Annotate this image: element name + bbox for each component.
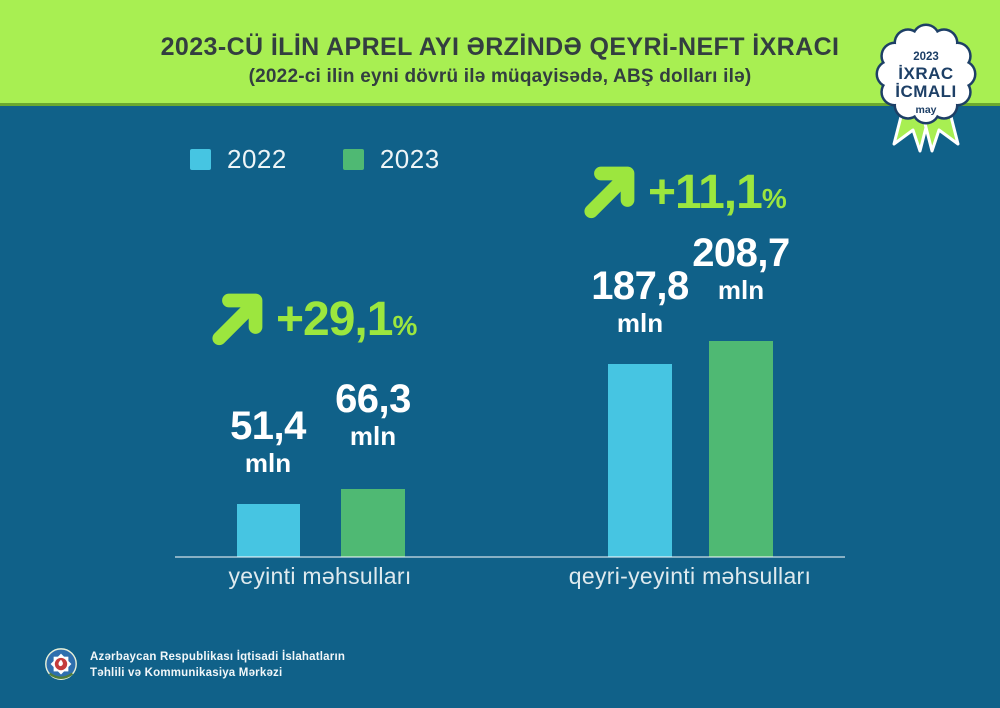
bar-food-2023 (341, 489, 405, 557)
bar-nonfood-2022 (608, 364, 672, 557)
up-right-arrow-icon (212, 293, 263, 346)
category-label-food: yeyinti məhsulları (228, 563, 412, 589)
value-label-nonfood-2023: 208,7 mln (676, 232, 806, 304)
legend-item-2022: 2022 (190, 144, 287, 175)
ixrac-icmali-badge: 2023 İXRAC İCMALI may (866, 12, 986, 164)
growth-value-nonfood: +11,1 (648, 165, 763, 219)
value-number: 208,7 (692, 231, 790, 275)
growth-text-food: +29,1% (276, 292, 417, 347)
organization-line2: Təhlili və Kommunikasiya Mərkəzi (90, 667, 283, 679)
percent-sign: % (392, 309, 418, 341)
growth-indicator-nonfood: +11,1% (580, 163, 787, 221)
legend-label-2022: 2022 (227, 144, 287, 174)
page-title: 2023-CÜ İLİN APREL AYI ƏRZİNDƏ QEYRİ-NEF… (160, 33, 840, 61)
legend-label-2023: 2023 (379, 144, 440, 174)
x-axis-line (175, 556, 845, 558)
rosette-badge-icon: 2023 İXRAC İCMALI may (875, 23, 977, 153)
value-number: 187,8 (591, 264, 689, 308)
azerbaijan-emblem-icon (45, 648, 77, 680)
page-subtitle: (2022-ci ilin eyni dövrü ilə müqayisədə,… (248, 66, 752, 87)
value-label-food-2023: 66,3 mln (308, 378, 438, 450)
badge-month: may (915, 104, 936, 116)
bar-nonfood-2023 (709, 341, 773, 557)
value-unit: mln (717, 275, 765, 305)
value-label-food-2022: 51,4 mln (203, 405, 333, 477)
legend-swatch-2023 (342, 149, 364, 170)
growth-indicator-food: +29,1% (208, 290, 417, 348)
organization-line1: Azərbaycan Respublikası İqtisadi İslahat… (90, 650, 346, 663)
organization-name: Azərbaycan Respublikası İqtisadi İslahat… (90, 649, 345, 681)
value-label-nonfood-2022: 187,8 mln (575, 265, 705, 337)
badge-line2: İCMALI (895, 82, 957, 101)
badge-line1: İXRAC (898, 64, 953, 83)
footer: Azərbaycan Respublikası İqtisadi İslahat… (42, 646, 345, 684)
growth-value-food: +29,1 (276, 292, 393, 346)
value-unit: mln (349, 421, 397, 451)
up-right-arrow-icon (584, 166, 635, 219)
value-unit: mln (244, 448, 292, 478)
growth-text-nonfood: +11,1% (648, 165, 787, 220)
badge-year: 2023 (913, 51, 939, 63)
category-label-nonfood: qeyri-yeyinti məhsulları (568, 563, 812, 589)
value-unit: mln (616, 308, 664, 338)
chart-legend: 2022 2023 (190, 144, 440, 175)
value-number: 51,4 (230, 404, 306, 448)
legend-swatch-2022 (190, 149, 211, 170)
legend-item-2023: 2023 (342, 144, 440, 175)
bar-food-2022 (237, 504, 300, 557)
value-number: 66,3 (335, 377, 411, 421)
percent-sign: % (761, 182, 787, 214)
header-band: 2023-CÜ İLİN APREL AYI ƏRZİNDƏ QEYRİ-NEF… (0, 0, 1000, 106)
